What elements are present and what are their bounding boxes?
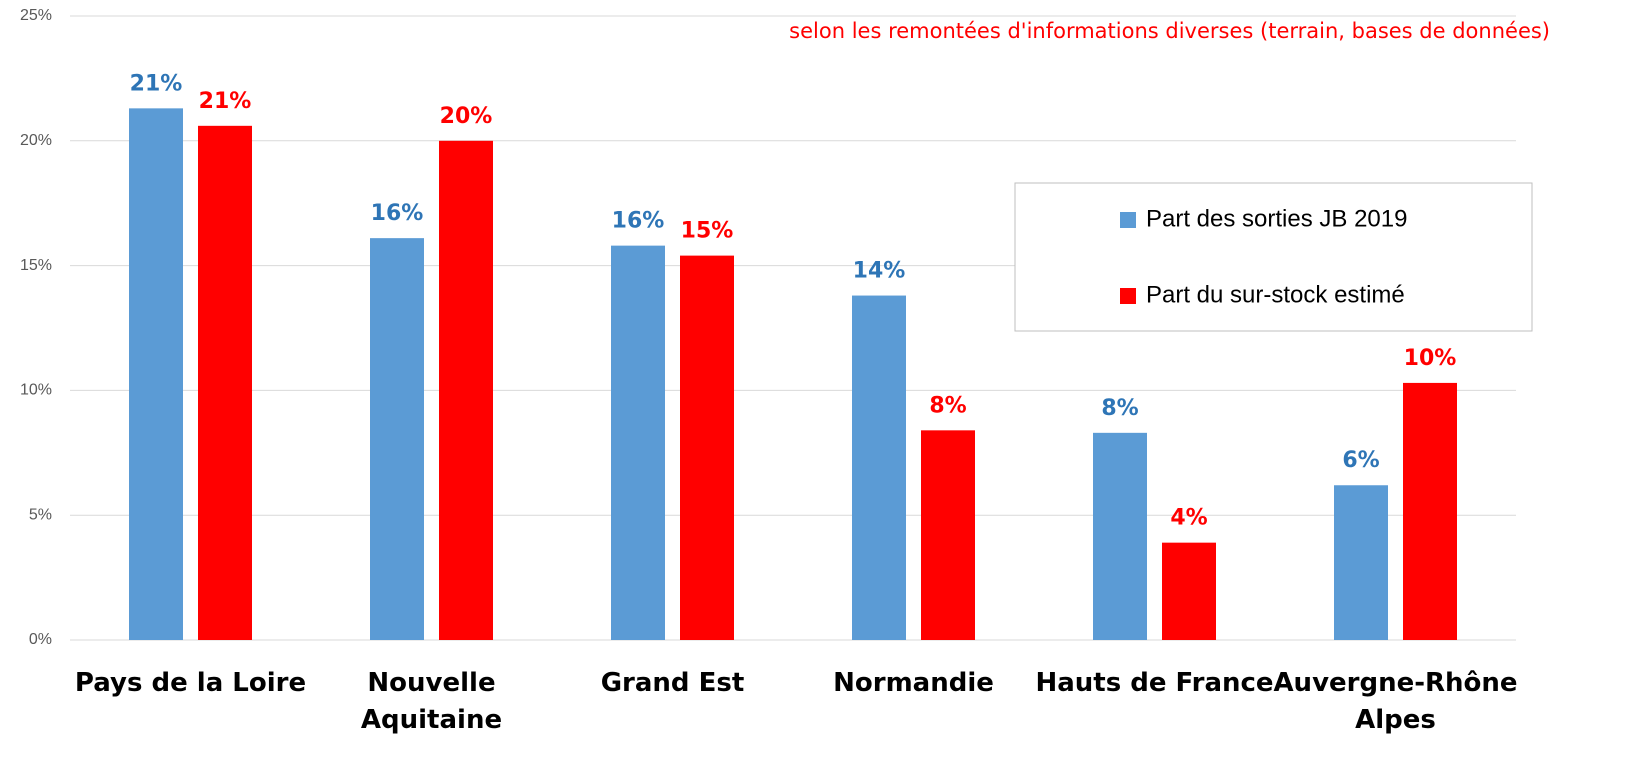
bar: [1093, 432, 1147, 640]
bar: [1403, 382, 1457, 640]
value-label: 15%: [681, 219, 734, 244]
legend-label: Part du sur-stock estimé: [1146, 281, 1405, 308]
y-tick-label: 25%: [20, 7, 52, 24]
value-label: 14%: [853, 259, 906, 284]
x-tick-label: Auvergne-Rhône Alpes: [1273, 668, 1517, 735]
value-label: 8%: [1101, 396, 1138, 421]
bar: [852, 295, 906, 640]
legend-swatch: [1120, 212, 1136, 228]
legend-label: Part des sorties JB 2019: [1146, 205, 1407, 232]
value-label: 4%: [1170, 506, 1207, 531]
x-tick-label: Grand Est: [601, 668, 745, 698]
legend-swatch: [1120, 288, 1136, 304]
bar: [1162, 542, 1216, 640]
bar: [611, 245, 665, 640]
x-tick-label: Normandie: [833, 668, 994, 698]
y-tick-label: 0%: [29, 631, 52, 648]
bar: [198, 125, 252, 641]
x-tick-label: Nouvelle Aquitaine: [361, 668, 502, 735]
value-label: 16%: [371, 201, 424, 226]
bar: [439, 140, 493, 641]
bar: [1334, 485, 1388, 640]
bar: [370, 238, 424, 641]
y-tick-label: 20%: [20, 132, 52, 149]
x-tick-label: Pays de la Loire: [75, 668, 306, 698]
value-label: 16%: [612, 209, 665, 234]
value-label: 10%: [1404, 346, 1457, 371]
bar: [129, 108, 183, 641]
value-label: 6%: [1342, 448, 1379, 473]
value-label: 8%: [929, 393, 966, 418]
value-label: 21%: [199, 89, 252, 114]
legend-box: [1014, 182, 1533, 332]
x-tick-label: Hauts de France: [1035, 668, 1273, 698]
chart-subtitle: selon les remontées d'informations diver…: [789, 19, 1550, 43]
bar: [921, 430, 975, 640]
value-label: 21%: [130, 71, 183, 96]
y-tick-label: 15%: [20, 257, 52, 274]
bar: [680, 255, 734, 640]
y-tick-label: 10%: [20, 382, 52, 399]
y-tick-label: 5%: [29, 506, 52, 523]
value-label: 20%: [440, 104, 493, 129]
